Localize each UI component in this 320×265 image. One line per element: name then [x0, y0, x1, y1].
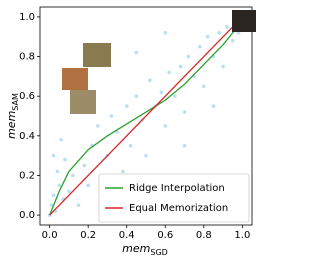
- scatter-point: [59, 137, 63, 142]
- y-tick-label: 0.2: [19, 170, 35, 181]
- scatter-point: [121, 169, 125, 174]
- scatter-point: [76, 203, 81, 207]
- y-tick-label: 0.0: [19, 210, 35, 221]
- scatter-point: [198, 44, 202, 49]
- chart: memSGD memSAM Ridge Interpolation Equal M…: [5, 6, 256, 257]
- y-axis-label: memSAM: [5, 93, 20, 139]
- legend-box: [98, 173, 250, 223]
- scatter-point: [225, 25, 229, 29]
- scatter-point: [70, 173, 75, 178]
- thumbnail: [62, 68, 88, 90]
- scatter-point: [178, 64, 183, 69]
- line: [49, 20, 243, 216]
- scatter-point: [182, 143, 187, 148]
- scatter-point: [49, 203, 54, 207]
- x-tick-label: 0.0: [42, 230, 58, 241]
- y-tick-label: 0.6: [19, 91, 35, 102]
- scatter-point: [109, 114, 114, 118]
- scatter-point: [182, 110, 187, 114]
- scatter-point: [82, 163, 87, 168]
- scatter-point: [51, 153, 56, 158]
- x-tick-label: 0.6: [157, 230, 173, 241]
- scatter-point: [159, 90, 164, 95]
- thumbnail: [232, 10, 256, 32]
- scatter-point: [51, 193, 56, 198]
- scatter-point: [55, 169, 60, 174]
- y-tick-label: 0.4: [19, 131, 35, 142]
- y-tick-label: 0.8: [19, 52, 35, 63]
- y-tick-label: 1.0: [19, 12, 35, 23]
- scatter-point: [134, 50, 139, 55]
- scatter-point: [63, 157, 67, 162]
- scatter-point: [221, 64, 225, 69]
- scatter-point: [67, 189, 71, 194]
- scatter-point: [205, 34, 210, 39]
- scatter-point: [144, 153, 148, 158]
- scatter-point: [217, 30, 222, 35]
- scatter-point: [148, 78, 152, 83]
- scatter-point: [57, 183, 62, 188]
- x-tick-label: 0.2: [80, 230, 96, 241]
- scatter-point: [128, 143, 133, 148]
- scatter-point: [86, 183, 90, 188]
- x-tick-label: 0.4: [119, 230, 135, 241]
- x-tick-label: 1.0: [234, 230, 250, 241]
- legend-label: Equal Memorization: [129, 203, 228, 214]
- scatter-point: [134, 94, 139, 98]
- scatter-point: [163, 30, 168, 35]
- scatter-point: [163, 124, 168, 128]
- thumbnail: [83, 43, 111, 67]
- scatter-point: [186, 54, 191, 59]
- scatter-point: [173, 94, 177, 98]
- scatter-point: [202, 84, 206, 89]
- scatter-point: [230, 38, 235, 43]
- legend-label: Ridge Interpolation: [129, 183, 225, 194]
- scatter-point: [96, 124, 100, 128]
- plot-frame: [39, 6, 253, 226]
- x-tick-label: 0.8: [196, 230, 212, 241]
- scatter-point: [211, 104, 216, 108]
- scatter-point: [167, 70, 171, 75]
- scatter-point: [124, 104, 129, 108]
- line: [49, 16, 243, 216]
- x-axis-label: memSGD: [122, 242, 168, 257]
- thumbnail: [70, 90, 96, 114]
